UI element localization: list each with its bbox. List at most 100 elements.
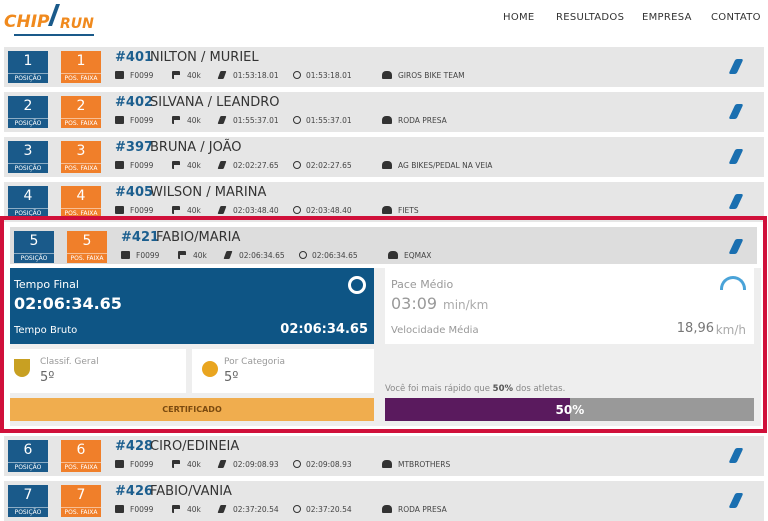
unit: km/h	[715, 323, 746, 337]
clock-icon	[293, 505, 301, 513]
number: 4	[23, 188, 33, 204]
number: 3	[23, 143, 33, 159]
speed: 18,96	[676, 321, 714, 336]
team-icon	[382, 71, 392, 79]
label: Pace Médio	[391, 278, 454, 291]
flag-icon	[172, 505, 180, 513]
net-time: 02:03:48.40	[233, 206, 279, 215]
id-icon	[115, 116, 124, 124]
distance: 40k	[187, 116, 201, 125]
rank: 5º	[224, 370, 239, 385]
value: 50%	[492, 384, 514, 394]
details-icon[interactable]	[728, 104, 744, 119]
net-time: 01:53:18.01	[233, 71, 279, 80]
net-time: 02:06:34.65	[239, 251, 285, 260]
category: F0099	[130, 116, 154, 125]
trophy-icon	[14, 359, 30, 377]
caption: POSIÇÃO	[8, 73, 48, 83]
label: Tempo Final	[14, 278, 79, 291]
athlete-name: CIRO/EDINEIA	[150, 439, 240, 454]
details-icon[interactable]	[728, 448, 744, 463]
clock-icon	[299, 251, 307, 259]
progress-bar: 50%	[385, 398, 754, 421]
flag-icon	[172, 116, 180, 124]
category: F0099	[130, 460, 154, 469]
details-icon[interactable]	[728, 194, 744, 209]
result-row[interactable]: 1 POSIÇÃO 1 POS. FAIXA #401 NILTON / MURIEL F0…	[4, 47, 764, 87]
flag-icon	[172, 460, 180, 468]
progress-fill	[385, 398, 570, 421]
distance: 40k	[187, 460, 201, 469]
logo[interactable]: CHIP RUN	[4, 4, 114, 38]
athlete-name: WILSON / MARINA	[150, 185, 267, 200]
gross-time: 02:06:34.65	[312, 251, 358, 260]
position-box: 3 POS. FAIXA	[61, 141, 101, 173]
nav-link[interactable]: EMPRESA	[642, 12, 692, 23]
final-time: 02:06:34.65	[14, 294, 122, 313]
bib: #401	[115, 50, 154, 65]
position-box: 1 POSIÇÃO	[8, 51, 48, 83]
details-icon[interactable]	[728, 493, 744, 508]
details-icon[interactable]	[728, 149, 744, 164]
team-icon	[388, 251, 398, 259]
details-icon[interactable]	[728, 59, 744, 74]
team-icon	[382, 505, 392, 513]
runner-icon	[217, 71, 227, 79]
number: 7	[23, 487, 33, 503]
team: MTBROTHERS	[398, 460, 451, 469]
bib: #402	[115, 95, 154, 110]
medal-icon	[202, 361, 218, 377]
net-time: 01:55:37.01	[233, 116, 279, 125]
gauge-icon	[720, 276, 746, 290]
position-box: 4 POSIÇÃO	[8, 186, 48, 218]
number: 1	[23, 53, 33, 69]
number: 6	[76, 442, 86, 458]
result-row[interactable]: 5 POSIÇÃO 5 POS. FAIXA #421 FABIO/MARIA F0099 4…	[10, 227, 757, 264]
clock-icon	[293, 116, 301, 124]
certificate-button[interactable]: CERTIFICADO	[10, 398, 374, 421]
nav-link[interactable]: RESULTADOS	[556, 12, 625, 23]
pace-panel: Pace Médio 03:09 min/km Velocidade Média…	[385, 268, 754, 344]
caption: POSIÇÃO	[8, 163, 48, 173]
athlete-name: BRUNA / JOÃO	[150, 140, 242, 155]
result-row[interactable]: 3 POSIÇÃO 3 POS. FAIXA #397 BRUNA / JOÃO F0099…	[4, 137, 764, 177]
runner-icon	[217, 116, 227, 124]
runner-icon	[217, 460, 227, 468]
nav-link[interactable]: HOME	[503, 12, 535, 23]
net-time: 02:02:27.65	[233, 161, 279, 170]
caption: POS. FAIXA	[61, 118, 101, 128]
nav-link[interactable]: CONTATO	[711, 12, 761, 23]
team: RODA PRESA	[398, 116, 447, 125]
label: Classif. Geral	[40, 357, 99, 367]
team: FIETS	[398, 206, 419, 215]
result-row[interactable]: 6 POSIÇÃO 6 POS. FAIXA #428 CIRO/EDINEIA F0099…	[4, 436, 764, 476]
logo-left: CHIP	[4, 12, 50, 32]
detail-body: Tempo Final 02:06:34.65 Tempo Bruto 02:0…	[10, 268, 761, 426]
number: 1	[76, 53, 86, 69]
caption: POS. FAIXA	[61, 73, 101, 83]
id-icon	[115, 505, 124, 513]
athlete-name: FABIO/VANIA	[150, 484, 232, 499]
flag-icon	[172, 71, 180, 79]
unit: min/km	[443, 298, 489, 312]
result-row[interactable]: 4 POSIÇÃO 4 POS. FAIXA #405 WILSON / MARINA F0…	[4, 182, 764, 222]
number: 2	[76, 98, 86, 114]
result-row[interactable]: 7 POSIÇÃO 7 POS. FAIXA #426 FABIO/VANIA F0099 4…	[4, 481, 764, 521]
number: 4	[76, 188, 86, 204]
category-box: Por Categoria 5º	[192, 349, 374, 393]
faster-text: Você foi mais rápido que 50% dos atletas…	[385, 384, 755, 394]
label: Por Categoria	[224, 357, 285, 367]
clock-icon	[293, 460, 301, 468]
caption: POS. FAIXA	[67, 253, 107, 263]
position-box: 6 POSIÇÃO	[8, 440, 48, 472]
category: F0099	[130, 206, 154, 215]
id-icon	[115, 206, 124, 214]
athlete-name: NILTON / MURIEL	[150, 50, 259, 65]
team-icon	[382, 206, 392, 214]
position-box: 4 POS. FAIXA	[61, 186, 101, 218]
result-row[interactable]: 2 POSIÇÃO 2 POS. FAIXA #402 SILVANA / LEANDRO…	[4, 92, 764, 132]
gross-time: 02:37:20.54	[306, 505, 352, 514]
team-icon	[382, 460, 392, 468]
net-time: 02:09:08.93	[233, 460, 279, 469]
bib: #405	[115, 185, 154, 200]
